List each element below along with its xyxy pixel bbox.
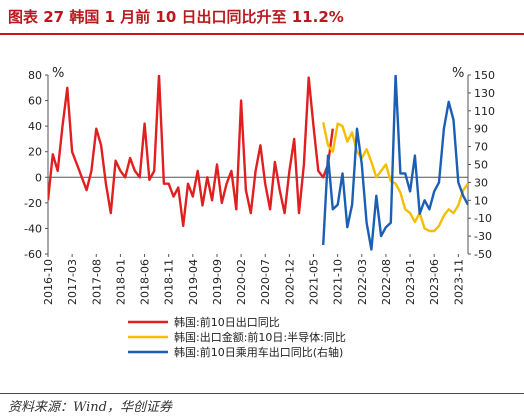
left-tick-label: 60 xyxy=(28,95,42,108)
footer-rule xyxy=(0,393,524,394)
x-tick-label: 2022-08 xyxy=(380,259,393,305)
x-tick-label: 2022-03 xyxy=(356,259,369,305)
right-tick-label: 130 xyxy=(474,87,495,100)
x-tick-label: 2023-01 xyxy=(404,259,417,305)
legend-label-1: 韩国:前10日出口同比 xyxy=(174,315,280,329)
chart-ticks: 80 60 40 20 0 -20 -40 -60% 150 130 110 90 70 50 30 10 -1… xyxy=(24,66,495,305)
right-tick-label: 110 xyxy=(474,105,495,118)
x-tick-label: 2021-10 xyxy=(332,259,345,305)
left-tick-label: 80 xyxy=(28,69,42,82)
chart-legend: 韩国:前10日出口同比韩国:出口金额:前10日:半导体:同比韩国:前10日乘用车… xyxy=(128,315,346,359)
left-tick-label: -20 xyxy=(24,197,42,210)
right-unit-label: % xyxy=(452,66,464,81)
chart-series xyxy=(48,75,468,251)
legend-label-2: 韩国:出口金额:前10日:半导体:同比 xyxy=(174,330,346,344)
right-tick-label: 50 xyxy=(474,159,488,172)
x-tick-label: 2016-10 xyxy=(42,259,55,305)
x-tick-label: 2019-09 xyxy=(211,259,224,305)
series-line-3 xyxy=(322,75,468,251)
x-tick-label: 2018-01 xyxy=(114,259,127,305)
left-tick-label: -40 xyxy=(24,222,42,235)
x-tick-label: 2019-04 xyxy=(187,259,200,305)
x-tick-label: 2020-02 xyxy=(235,259,248,305)
right-tick-label: -10 xyxy=(474,212,492,225)
x-tick-label: 2023-11 xyxy=(452,259,465,305)
right-tick-label: -30 xyxy=(474,230,492,243)
right-tick-label: 150 xyxy=(474,69,495,82)
x-tick-label: 2021-05 xyxy=(308,259,321,305)
x-tick-label: 2020-07 xyxy=(259,259,272,305)
right-tick-label: 10 xyxy=(474,194,488,207)
x-tick-label: 2020-12 xyxy=(283,259,296,305)
x-tick-label: 2017-08 xyxy=(90,259,103,305)
x-tick-label: 2023-06 xyxy=(428,259,441,305)
x-tick-label: 2018-11 xyxy=(163,259,176,305)
figure-title: 图表 27 韩国 1 月前 10 日出口同比升至 11.2% xyxy=(8,8,344,26)
right-tick-label: -50 xyxy=(474,248,492,261)
legend-label-3: 韩国:前10日乘用车出口同比(右轴) xyxy=(174,345,343,359)
left-unit-label: % xyxy=(52,66,64,81)
x-tick-label: 2017-03 xyxy=(66,259,79,305)
right-tick-label: 70 xyxy=(474,141,488,154)
series-line-1 xyxy=(48,75,334,228)
x-tick-label: 2018-06 xyxy=(139,259,152,305)
left-tick-label: -60 xyxy=(24,248,42,261)
right-tick-label: 30 xyxy=(474,176,488,189)
left-tick-label: 20 xyxy=(28,146,42,159)
left-tick-label: 0 xyxy=(35,171,42,184)
series-line-2 xyxy=(322,122,468,233)
title-rule xyxy=(0,33,524,35)
left-tick-label: 40 xyxy=(28,120,42,133)
right-tick-label: 90 xyxy=(474,123,488,136)
source-note: 资料来源：Wind，华创证券 xyxy=(8,400,172,415)
